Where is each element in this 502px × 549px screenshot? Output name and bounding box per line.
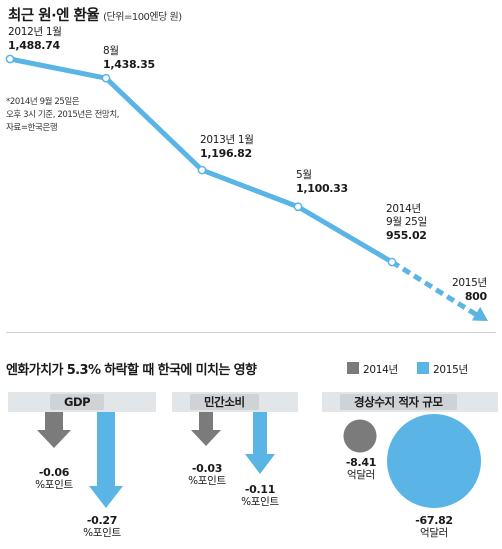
point-value-5: 800 — [464, 290, 487, 303]
line-segment-4 — [390, 259, 482, 320]
point-label-1: 8월 1,438.35 — [103, 45, 155, 71]
gdp-2014-value: -0.06 — [38, 466, 70, 479]
consumption-2015-label: -0.11 %포인트 — [232, 483, 288, 509]
gdp-2014-unit: %포인트 — [35, 479, 73, 491]
current-account-2015-label: -67.82 억달러 — [404, 514, 464, 540]
footnote-line-1: *2014년 9월 25일은 — [6, 97, 80, 107]
legend-swatch-2014 — [347, 362, 359, 374]
footnote-line-2: 오후 3시 기준, 2015년은 전망치, — [6, 110, 120, 120]
point-label-3: 5월 1,100.33 — [296, 169, 348, 195]
section-divider — [6, 332, 496, 333]
point-value-4: 955.02 — [386, 229, 427, 242]
point-date-5: 2015년 — [452, 277, 487, 289]
data-point-4 — [387, 257, 397, 267]
chart-unit: (단위=100엔당 원) — [103, 12, 182, 23]
gdp-2015-value: -0.27 — [86, 514, 118, 527]
point-value-1: 1,438.35 — [103, 58, 155, 71]
data-point-0 — [5, 54, 15, 64]
current-account-2015-unit: 억달러 — [419, 527, 449, 539]
data-point-1 — [101, 73, 111, 83]
gdp-2015-label: -0.27 %포인트 — [74, 514, 130, 540]
current-account-2015-circle — [387, 414, 481, 508]
data-point-3 — [293, 202, 303, 212]
consumption-2014-label: -0.03 %포인트 — [179, 462, 235, 488]
legend-label-2015: 2015년 — [433, 364, 468, 376]
gdp-2015-arrow — [89, 412, 123, 508]
gdp-2014-arrow — [37, 412, 71, 448]
impact-title: 엔화가치가 5.3% 하락할 때 한국에 미치는 영향 — [6, 363, 257, 378]
point-date-4b: 9월 25일 — [386, 216, 427, 228]
line-segment-1 — [103, 75, 205, 173]
point-value-3: 1,100.33 — [296, 182, 348, 195]
chart-title: 최근 원·엔 환율 (단위=100엔당 원) — [8, 4, 182, 25]
point-value-2: 1,196.82 — [200, 147, 252, 160]
consumption-2015-arrow — [245, 412, 275, 474]
legend-label-2014: 2014년 — [363, 364, 398, 376]
consumption-2014-unit: %포인트 — [188, 475, 226, 487]
data-point-2 — [197, 165, 207, 175]
current-account-2014-label: -8.41 억달러 — [333, 456, 389, 482]
current-account-2014-unit: 억달러 — [346, 469, 376, 481]
point-date-3: 5월 — [296, 169, 312, 181]
gdp-2015-unit: %포인트 — [83, 527, 121, 539]
legend-swatch-2015 — [417, 362, 429, 374]
line-segment-3 — [295, 204, 395, 265]
point-label-0: 2012년 1월 1,488.74 — [8, 26, 62, 52]
consumption-2014-arrow — [191, 412, 221, 446]
line-segment-0 — [7, 56, 109, 81]
gdp-2014-label: -0.06 %포인트 — [26, 466, 82, 492]
chart-title-text: 최근 원·엔 환율 — [8, 8, 100, 24]
projection-arrowhead — [471, 306, 488, 321]
footnote-line-3: 자료=한국은행 — [6, 123, 58, 133]
consumption-2015-unit: %포인트 — [241, 496, 279, 508]
point-date-1: 8월 — [103, 45, 119, 57]
gdp-label: GDP — [50, 394, 105, 410]
footnote: *2014년 9월 25일은 오후 3시 기준, 2015년은 전망치, 자료=… — [6, 96, 119, 135]
consumption-2014-value: -0.03 — [191, 462, 223, 475]
current-account-2014-value: -8.41 — [345, 456, 377, 469]
point-date-2: 2013년 1월 — [200, 134, 254, 146]
current-account-2014-circle — [343, 419, 377, 453]
point-label-4: 2014년 9월 25일 955.02 — [386, 203, 427, 242]
consumption-2015-value: -0.11 — [244, 483, 276, 496]
line-segment-2 — [199, 167, 301, 210]
current-account-2015-value: -67.82 — [415, 514, 453, 527]
current-account-label: 경상수지 적자 규모 — [340, 394, 457, 410]
point-value-0: 1,488.74 — [8, 39, 60, 52]
point-date-0: 2012년 1월 — [8, 26, 62, 38]
point-label-5: 2015년 800 — [452, 277, 487, 303]
consumption-label: 민간소비 — [190, 394, 259, 410]
point-date-4a: 2014년 — [386, 203, 421, 215]
point-label-2: 2013년 1월 1,196.82 — [200, 134, 254, 160]
